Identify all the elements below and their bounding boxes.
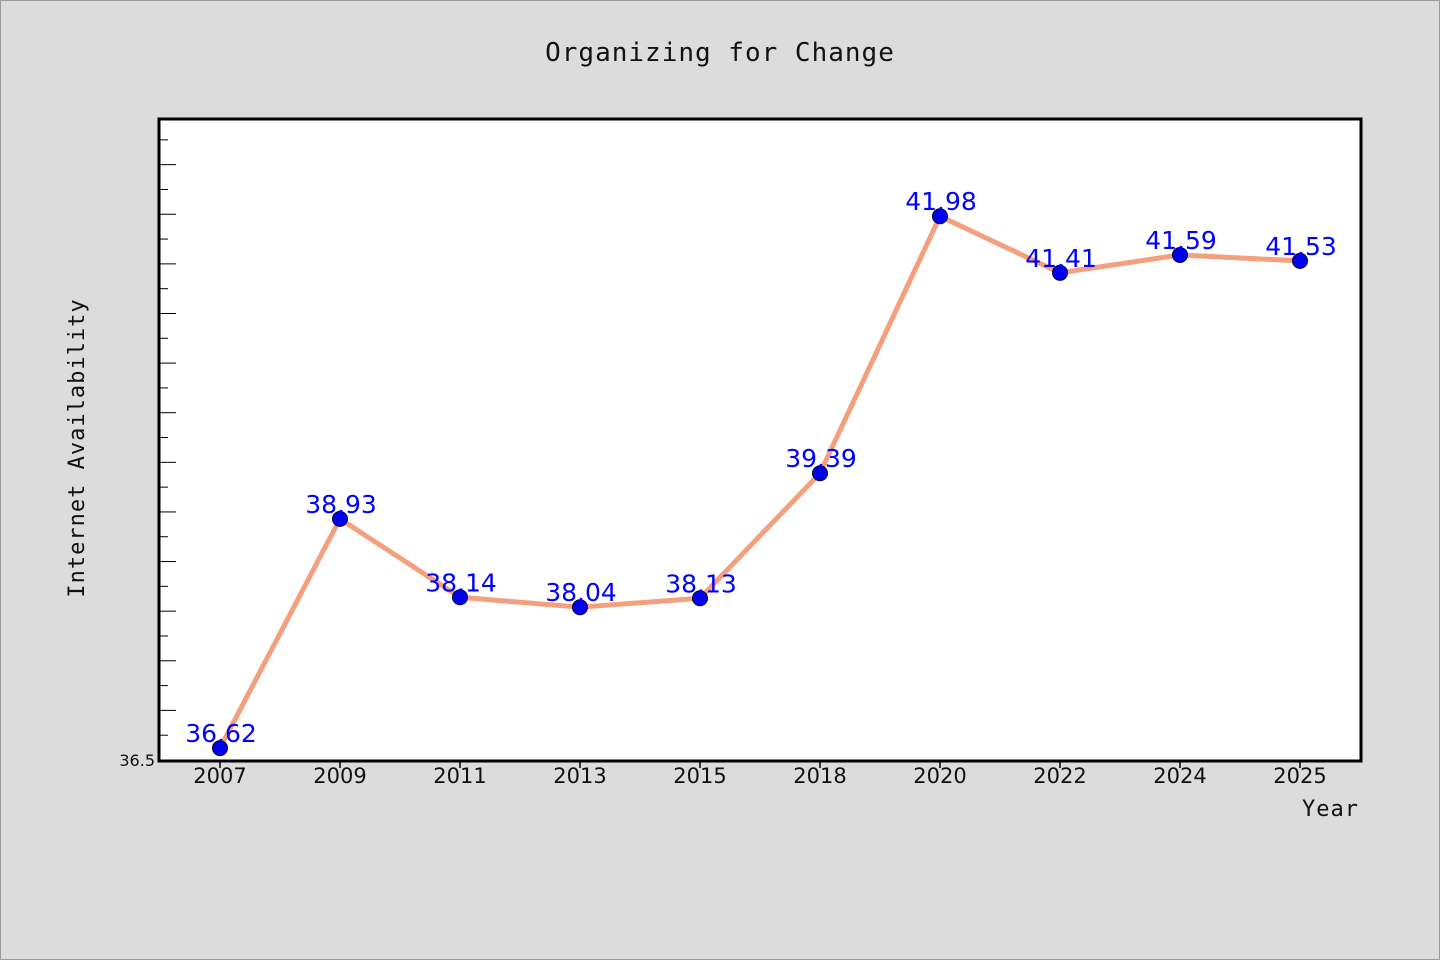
data-label: 38.93 [305,490,377,519]
x-tick-label: 2015 [673,764,726,788]
x-tick-label: 2011 [433,764,486,788]
y-axis-label: Internet Availability [65,298,90,597]
data-point [452,589,468,606]
x-axis-tick-labels: 2007 2009 2011 2013 2015 2018 2020 2022 2024 2025 [193,764,1326,788]
data-label: 41.98 [905,187,977,216]
x-tick-label: 2024 [1153,764,1206,788]
x-tick-label: 2009 [313,764,366,788]
data-label: 41.59 [1145,226,1217,255]
series-group: 36.62 38.93 38.14 38.04 38.13 39.39 41.98 41.41… [185,187,1337,757]
data-point [1052,264,1068,281]
data-point [692,590,708,607]
x-tick-label: 2025 [1273,764,1326,788]
data-point [572,599,588,616]
x-axis-label: Year [1302,797,1359,822]
data-point [212,740,228,757]
data-label: 41.53 [1265,232,1337,261]
x-tick-label: 2022 [1033,764,1086,788]
data-label: 38.04 [545,578,617,607]
plot-area [157,117,1363,763]
data-label: 41.41 [1025,244,1097,273]
data-label: 36.62 [185,719,257,748]
y-tick-label: 36.5 [119,751,155,770]
y-axis-ticks [160,139,176,761]
x-axis-ticks [219,760,1301,768]
data-point [932,208,948,225]
series-line [217,213,1303,751]
data-label: 38.13 [665,569,737,598]
x-tick-label: 2018 [793,764,846,788]
data-point [1292,252,1308,269]
data-point [332,510,348,527]
chart-title: Organizing for Change [545,38,895,68]
x-tick-label: 2013 [553,764,606,788]
x-tick-label: 2007 [193,764,246,788]
data-point [812,465,828,482]
data-label: 38.14 [425,568,497,597]
data-label: 39.39 [785,444,857,473]
data-point [1172,246,1188,263]
x-tick-label: 2020 [913,764,966,788]
